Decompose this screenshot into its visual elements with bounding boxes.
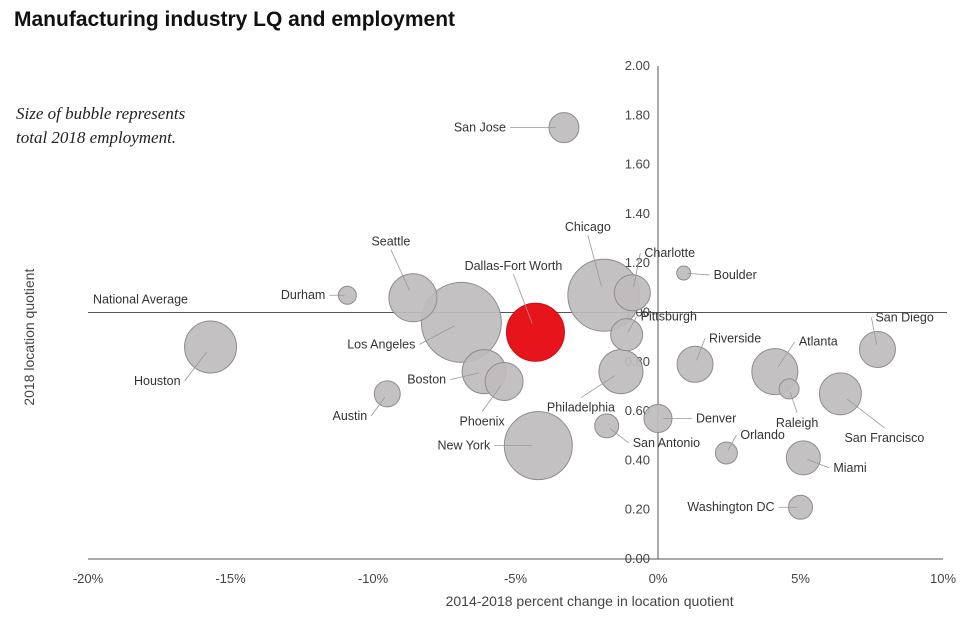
bubble-labels: San Jose Chicago Charlotte Boulder Dallas-Fo… (134, 121, 934, 515)
y-tick-label: 1.40 (625, 206, 650, 221)
leader-line (846, 398, 885, 429)
leader-line (789, 392, 798, 414)
bubble-label: Philadelphia (547, 401, 615, 415)
leader-line (419, 325, 456, 345)
bubble-label: Dallas-Fort Worth (465, 259, 563, 273)
bubble-label: Boulder (714, 268, 757, 282)
bubble-miami (785, 440, 821, 476)
bubble-label: Atlanta (799, 335, 838, 349)
bubble-label: Boston (407, 373, 446, 387)
leader-line (871, 317, 877, 345)
y-tick-label: 1.60 (625, 157, 650, 172)
x-tick-label: -20% (73, 571, 104, 586)
leader-line (513, 274, 533, 324)
bubble-label: Raleigh (776, 416, 818, 430)
chart-title: Manufacturing industry LQ and employment (14, 8, 456, 31)
x-tick-label: 0% (649, 571, 668, 586)
leader-line (727, 434, 737, 451)
y-tick-label: 0.40 (625, 452, 650, 467)
x-tick-label: -5% (504, 571, 528, 586)
bubble-phoenix (484, 362, 524, 402)
bubble-charlotte (613, 274, 651, 312)
leader-line (777, 341, 796, 368)
leader-line (687, 272, 710, 276)
leader-line (370, 396, 386, 417)
y-tick-label: 0.00 (625, 551, 650, 566)
bubble-label: Durham (281, 288, 325, 302)
bubble-label: Miami (833, 461, 866, 475)
bubble-label: Denver (696, 411, 736, 425)
leader-line (696, 338, 706, 361)
bubble-label: Charlotte (644, 246, 695, 260)
bubble-pittsburgh (610, 318, 644, 352)
bubble-raleigh (778, 378, 800, 400)
y-tick-label: 1.20 (625, 255, 650, 270)
bubble-label: Orlando (740, 428, 785, 442)
bubble-san-francisco (818, 372, 862, 416)
y-tick-label: 0.60 (625, 403, 650, 418)
bubble-label: Los Angeles (347, 337, 415, 351)
x-axis-title: 2014-2018 percent change in location quo… (446, 593, 734, 609)
bubble-label: Riverside (709, 331, 761, 345)
leader-line (390, 249, 410, 291)
bubble-label: Seattle (371, 235, 410, 249)
bubble-label: Washington DC (687, 500, 774, 514)
bubble-philadelphia (598, 349, 644, 395)
y-axis-title: 2018 location quotient (21, 269, 37, 406)
bubble-seattle (388, 273, 438, 323)
bubble-orlando (714, 441, 738, 465)
leader-line (807, 459, 830, 469)
bubble-label: Phoenix (460, 415, 506, 429)
bubble-label: San Antonio (633, 436, 700, 450)
bubble-label: Chicago (565, 220, 611, 234)
bubble-houston (184, 320, 238, 374)
x-tick-label: 5% (791, 571, 810, 586)
leader-line (627, 316, 637, 333)
y-tick-label: 1.80 (625, 107, 650, 122)
bubbles (184, 112, 896, 520)
y-tick-label: 2.00 (625, 58, 650, 73)
leader-line (450, 372, 480, 381)
bubble-boulder (676, 265, 692, 281)
leader-line (580, 375, 616, 398)
bubble-size-note: Size of bubble represents total 2018 emp… (16, 104, 186, 147)
bubble-label: Austin (333, 409, 368, 423)
leader-line (587, 235, 602, 287)
bubble-label: New York (437, 439, 491, 453)
bubble-label: San Diego (875, 310, 933, 324)
bubble-dallas-fort-worth (505, 302, 565, 362)
bubble-los-angeles (420, 281, 502, 363)
y-tick-label: 0.20 (625, 502, 650, 517)
leader-line (184, 351, 207, 382)
bubble-san-diego (858, 330, 896, 368)
bubble-label: Houston (134, 374, 181, 388)
leader-line (609, 428, 629, 444)
bubble-austin (373, 380, 401, 408)
bubble-label: Pittsburgh (641, 310, 697, 324)
x-tick-label: 10% (930, 571, 956, 586)
bubble-label: San Jose (454, 121, 506, 135)
x-tick-label: -10% (358, 571, 389, 586)
leader-line (481, 385, 502, 412)
bubble-san-antonio (594, 413, 620, 439)
bubble-riverside (676, 345, 714, 383)
x-tick-label: -15% (215, 571, 246, 586)
bubble-label: San Francisco (844, 431, 924, 445)
leader-line (633, 252, 641, 287)
national-average-label: National Average (93, 293, 188, 307)
